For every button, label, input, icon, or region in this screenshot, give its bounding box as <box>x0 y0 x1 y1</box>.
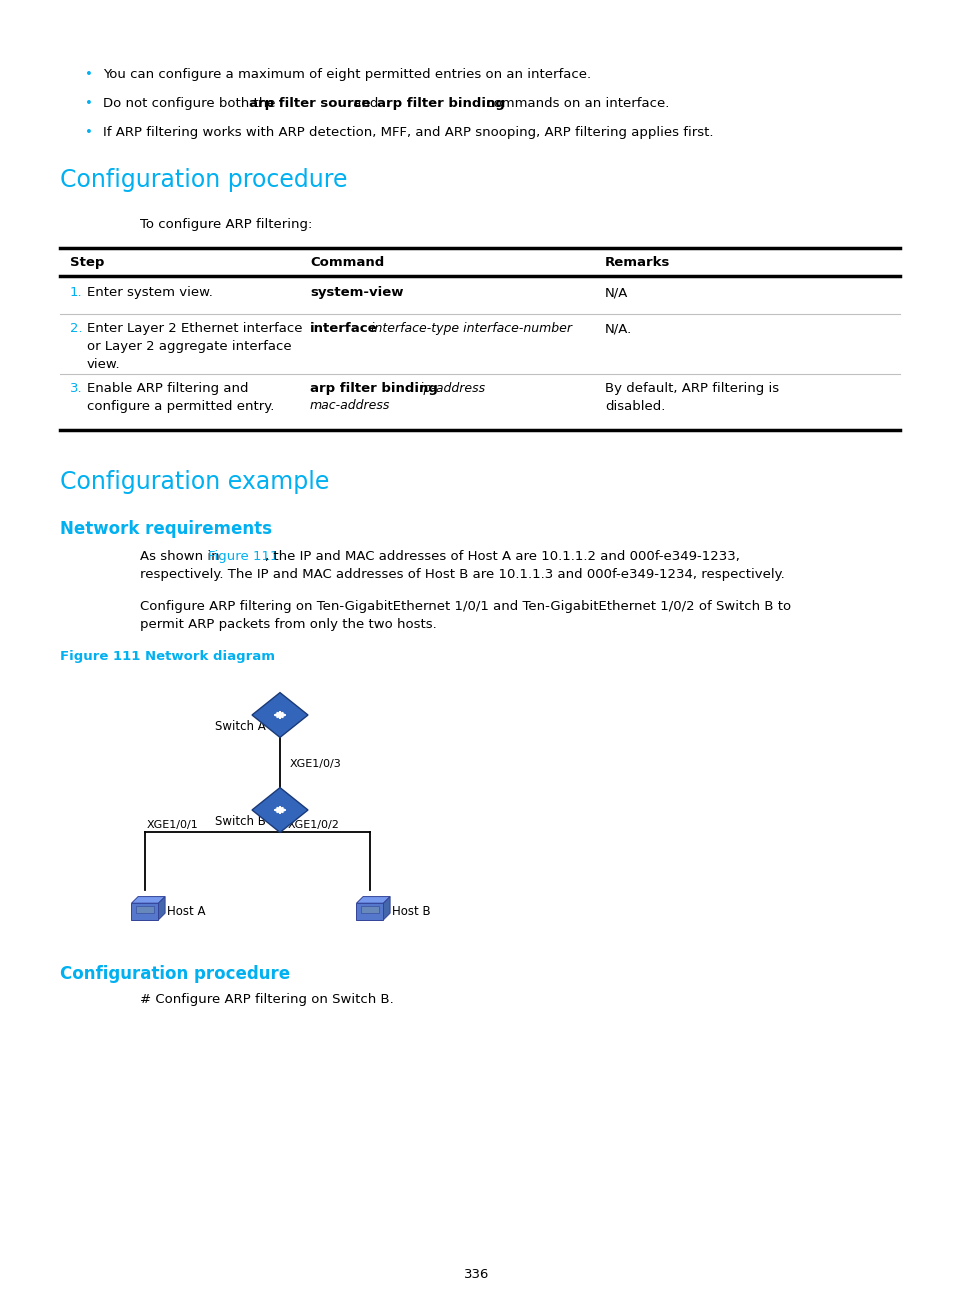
Text: Enter Layer 2 Ethernet interface
or Layer 2 aggregate interface
view.: Enter Layer 2 Ethernet interface or Laye… <box>87 321 302 371</box>
Text: XGE1/0/1: XGE1/0/1 <box>147 820 198 829</box>
Polygon shape <box>361 906 378 912</box>
Text: mac-address: mac-address <box>310 399 390 412</box>
Text: Configuration procedure: Configuration procedure <box>60 168 347 192</box>
Text: Configuration example: Configuration example <box>60 470 329 494</box>
Text: interface: interface <box>310 321 377 334</box>
Text: arp filter binding: arp filter binding <box>310 382 437 395</box>
Text: 1.: 1. <box>70 286 83 299</box>
Text: , the IP and MAC addresses of Host A are 10.1.1.2 and 000f-e349-1233,: , the IP and MAC addresses of Host A are… <box>265 550 740 562</box>
Text: 3.: 3. <box>70 382 83 395</box>
Text: You can configure a maximum of eight permitted entries on an interface.: You can configure a maximum of eight per… <box>103 67 591 80</box>
Polygon shape <box>132 897 165 903</box>
Text: and: and <box>348 97 382 110</box>
Text: Figure 111: Figure 111 <box>208 550 278 562</box>
Text: N/A: N/A <box>604 286 628 299</box>
Polygon shape <box>158 897 165 920</box>
Text: Step: Step <box>70 257 104 270</box>
Text: Host B: Host B <box>392 905 430 918</box>
Text: Network requirements: Network requirements <box>60 520 272 538</box>
Polygon shape <box>252 692 308 737</box>
Text: system-view: system-view <box>310 286 403 299</box>
Polygon shape <box>356 903 383 920</box>
Text: arp filter binding: arp filter binding <box>376 97 504 110</box>
Polygon shape <box>383 897 390 920</box>
Text: Configuration procedure: Configuration procedure <box>60 966 290 982</box>
Text: XGE1/0/2: XGE1/0/2 <box>288 820 339 829</box>
Polygon shape <box>252 788 308 832</box>
Polygon shape <box>356 897 390 903</box>
Text: Host A: Host A <box>167 905 205 918</box>
Text: interface-type interface-number: interface-type interface-number <box>367 321 572 334</box>
Text: arp filter source: arp filter source <box>249 97 370 110</box>
Text: By default, ARP filtering is
disabled.: By default, ARP filtering is disabled. <box>604 382 779 413</box>
Text: •: • <box>85 97 92 110</box>
Polygon shape <box>136 906 153 912</box>
Text: Remarks: Remarks <box>604 257 670 270</box>
Text: 336: 336 <box>464 1267 489 1280</box>
Text: To configure ARP filtering:: To configure ARP filtering: <box>140 218 312 231</box>
Text: Enter system view.: Enter system view. <box>87 286 213 299</box>
Text: ip-address: ip-address <box>416 382 485 395</box>
Text: XGE1/0/3: XGE1/0/3 <box>290 758 341 769</box>
Text: Switch A: Switch A <box>214 721 266 734</box>
Text: If ARP filtering works with ARP detection, MFF, and ARP snooping, ARP filtering : If ARP filtering works with ARP detectio… <box>103 126 713 139</box>
Text: permit ARP packets from only the two hosts.: permit ARP packets from only the two hos… <box>140 618 436 631</box>
Text: As shown in: As shown in <box>140 550 224 562</box>
Text: respectively. The IP and MAC addresses of Host B are 10.1.1.3 and 000f-e349-1234: respectively. The IP and MAC addresses o… <box>140 568 784 581</box>
Text: N/A.: N/A. <box>604 321 632 334</box>
Polygon shape <box>132 903 158 920</box>
Text: Figure 111 Network diagram: Figure 111 Network diagram <box>60 651 274 664</box>
Text: Do not configure both the: Do not configure both the <box>103 97 279 110</box>
Text: •: • <box>85 126 92 139</box>
Text: # Configure ARP filtering on Switch B.: # Configure ARP filtering on Switch B. <box>140 993 394 1006</box>
Text: Switch B: Switch B <box>214 815 266 828</box>
Text: commands on an interface.: commands on an interface. <box>482 97 669 110</box>
Text: 2.: 2. <box>70 321 83 334</box>
Text: Enable ARP filtering and
configure a permitted entry.: Enable ARP filtering and configure a per… <box>87 382 274 413</box>
Text: Command: Command <box>310 257 384 270</box>
Text: •: • <box>85 67 92 80</box>
Text: Configure ARP filtering on Ten-GigabitEthernet 1/0/1 and Ten-GigabitEthernet 1/0: Configure ARP filtering on Ten-GigabitEt… <box>140 600 790 613</box>
